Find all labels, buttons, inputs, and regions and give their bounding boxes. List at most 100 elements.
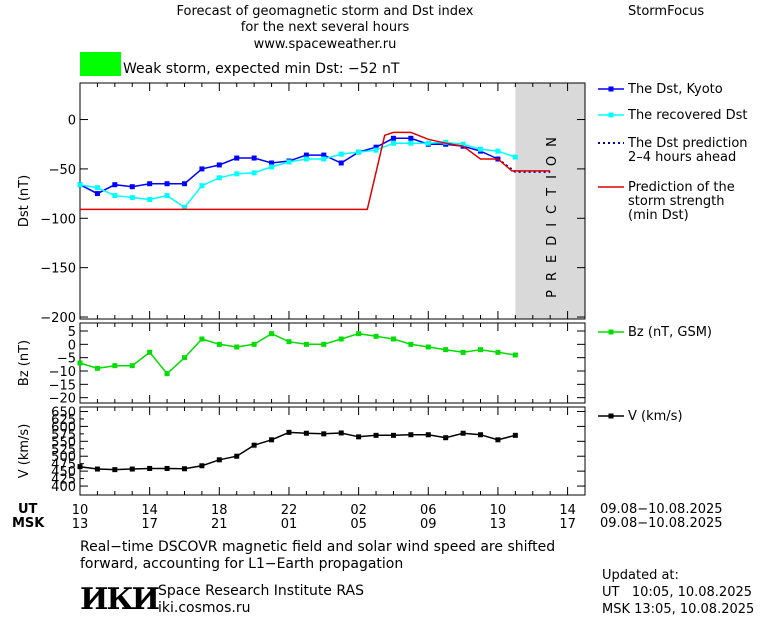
legend-label: The Dst prediction <box>627 136 748 151</box>
updated-label: Updated at: <box>602 568 679 583</box>
data-point-0-1 <box>129 195 135 201</box>
data-point-2-0 <box>251 442 257 448</box>
data-point-0-0 <box>269 160 275 166</box>
data-point-2-0 <box>234 453 240 459</box>
footer-note-line-2: forward, accounting for L1−Earth propaga… <box>80 556 404 572</box>
data-point-0-1 <box>112 193 118 199</box>
date-range-ut: 09.08−10.08.2025 <box>600 502 723 517</box>
data-point-1-0 <box>94 365 100 371</box>
ut-tick-label: 02 <box>350 503 367 518</box>
updated-msk: MSK 13:05, 10.08.2025 <box>602 602 755 617</box>
y-tick-label: −50 <box>49 163 76 178</box>
data-point-2-0 <box>321 431 327 437</box>
y-tick-label: −200 <box>40 311 76 326</box>
series-line-2-0 <box>79 431 516 471</box>
data-point-2-0 <box>512 432 518 438</box>
msk-tick-label: 13 <box>72 517 89 532</box>
legend-marker-0-0 <box>608 86 614 92</box>
legend-label: V (km/s) <box>628 409 683 424</box>
data-point-0-0 <box>373 144 379 150</box>
data-point-2-0 <box>112 467 118 473</box>
series-line-0-0 <box>79 137 499 195</box>
data-point-1-0 <box>460 349 466 355</box>
data-point-1-0 <box>373 333 379 339</box>
data-point-1-0 <box>443 347 449 353</box>
storm-status-swatch <box>80 52 121 76</box>
msk-tick-label: 09 <box>420 517 437 532</box>
msk-tick-label: 13 <box>490 517 507 532</box>
data-point-1-0 <box>338 336 344 342</box>
data-point-2-0 <box>216 457 222 463</box>
panel-frame-0 <box>79 82 586 320</box>
msk-axis-label: MSK <box>12 516 45 531</box>
data-point-0-1 <box>495 148 501 154</box>
data-point-2-0 <box>129 466 135 472</box>
data-point-0-1 <box>147 197 153 203</box>
y-tick-label: 550 <box>51 435 76 450</box>
legend-label: The recovered Dst <box>627 108 747 123</box>
y-tick-label: −150 <box>40 262 76 277</box>
data-point-1-0 <box>356 331 362 337</box>
data-point-2-0 <box>373 432 379 438</box>
y-tick-label: 0 <box>68 338 76 353</box>
ut-tick-label: 14 <box>141 503 158 518</box>
data-point-0-0 <box>112 182 118 188</box>
data-point-0-1 <box>199 183 205 189</box>
series-line-0-3 <box>80 131 551 211</box>
data-point-0-1 <box>251 170 257 176</box>
data-point-2-0 <box>286 429 292 435</box>
series-line-0-1 <box>79 141 516 209</box>
data-point-1-0 <box>478 347 484 353</box>
data-point-0-0 <box>251 155 257 161</box>
data-point-0-1 <box>321 156 327 162</box>
series-line-1-0 <box>79 332 516 375</box>
y-minor-tick-label: 475 <box>51 458 76 473</box>
data-point-0-0 <box>147 181 153 187</box>
data-point-1-0 <box>321 341 327 347</box>
prediction-band <box>515 83 585 319</box>
data-point-2-0 <box>147 465 153 471</box>
institute-site[interactable]: iki.cosmos.ru <box>158 600 251 616</box>
footer-note-line-1: Real−time DSCOVR magnetic field and sola… <box>80 539 556 555</box>
ut-tick-label: 10 <box>72 503 89 518</box>
ut-tick-label: 14 <box>559 503 576 518</box>
data-point-0-0 <box>303 152 309 158</box>
ut-tick-label: 10 <box>490 503 507 518</box>
data-point-2-0 <box>425 432 431 438</box>
date-range-msk: 09.08−10.08.2025 <box>600 516 723 531</box>
data-point-2-0 <box>408 432 414 438</box>
data-point-2-0 <box>460 430 466 436</box>
data-point-0-1 <box>512 154 518 160</box>
data-point-0-0 <box>321 152 327 158</box>
data-point-1-0 <box>181 355 187 361</box>
data-point-2-0 <box>164 465 170 471</box>
data-point-1-0 <box>251 341 257 347</box>
data-point-1-0 <box>112 363 118 369</box>
ut-tick-label: 06 <box>420 503 437 518</box>
title-line-2: for the next several hours <box>240 20 410 35</box>
y-minor-tick-label: 625 <box>51 413 76 428</box>
legend-marker-0-1 <box>608 112 614 118</box>
data-point-1-0 <box>512 352 518 358</box>
msk-tick-label: 05 <box>350 517 367 532</box>
iki-logo: ИКИ <box>80 582 160 617</box>
title-line-3[interactable]: www.spaceweather.ru <box>253 37 397 52</box>
y-tick-label: −20 <box>49 392 76 407</box>
data-point-0-0 <box>181 181 187 187</box>
data-point-0-1 <box>373 147 379 153</box>
data-point-1-0 <box>408 341 414 347</box>
data-point-0-0 <box>338 160 344 166</box>
data-point-1-0 <box>390 336 396 342</box>
data-point-2-0 <box>181 466 187 472</box>
y-tick-label: 650 <box>51 405 76 420</box>
data-point-0-1 <box>286 159 292 165</box>
legend-marker-1-0 <box>608 329 614 335</box>
legend-label: (min Dst) <box>628 208 689 223</box>
data-point-0-1 <box>390 140 396 146</box>
data-point-2-0 <box>443 435 449 441</box>
data-point-0-1 <box>234 171 240 177</box>
y-minor-tick-label: 575 <box>51 428 76 443</box>
y-tick-label: 500 <box>51 450 76 465</box>
ut-axis-label: UT <box>18 502 38 517</box>
